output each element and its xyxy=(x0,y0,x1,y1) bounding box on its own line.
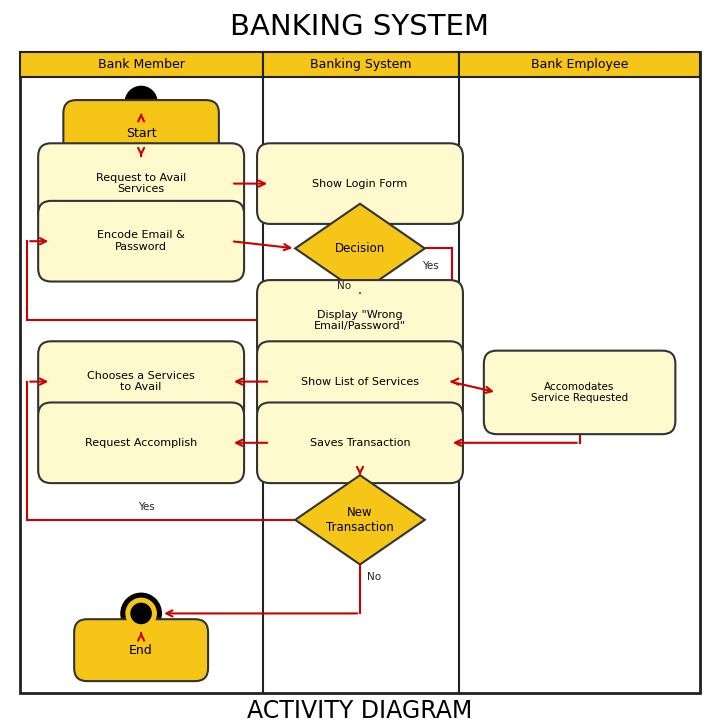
FancyBboxPatch shape xyxy=(20,52,263,77)
Text: Show List of Services: Show List of Services xyxy=(301,377,419,387)
FancyBboxPatch shape xyxy=(38,402,244,483)
Text: Show Login Form: Show Login Form xyxy=(312,179,408,189)
Text: Bank Member: Bank Member xyxy=(98,58,185,71)
FancyBboxPatch shape xyxy=(38,143,244,224)
Polygon shape xyxy=(295,475,425,564)
Text: Yes: Yes xyxy=(422,261,439,271)
Text: Start: Start xyxy=(126,127,156,140)
Text: Chooses a Services
to Avail: Chooses a Services to Avail xyxy=(87,371,195,392)
Text: ACTIVITY DIAGRAM: ACTIVITY DIAGRAM xyxy=(248,698,472,720)
FancyBboxPatch shape xyxy=(484,351,675,434)
Text: End: End xyxy=(130,644,153,657)
FancyBboxPatch shape xyxy=(459,52,700,77)
Text: BANKING SYSTEM: BANKING SYSTEM xyxy=(230,13,490,40)
FancyBboxPatch shape xyxy=(38,201,244,282)
FancyBboxPatch shape xyxy=(20,52,700,693)
Text: New
Transaction: New Transaction xyxy=(326,506,394,534)
Circle shape xyxy=(125,86,157,118)
Text: Request Accomplish: Request Accomplish xyxy=(85,438,197,448)
Text: No: No xyxy=(337,281,351,291)
Text: Decision: Decision xyxy=(335,242,385,255)
Text: Accomodates
Service Requested: Accomodates Service Requested xyxy=(531,382,628,403)
Circle shape xyxy=(131,603,151,624)
Text: Yes: Yes xyxy=(138,502,156,512)
FancyBboxPatch shape xyxy=(263,52,459,77)
Text: Bank Employee: Bank Employee xyxy=(531,58,629,71)
FancyBboxPatch shape xyxy=(63,100,219,166)
FancyBboxPatch shape xyxy=(257,143,463,224)
FancyBboxPatch shape xyxy=(38,341,244,422)
Text: Saves Transaction: Saves Transaction xyxy=(310,438,410,448)
FancyBboxPatch shape xyxy=(74,619,208,681)
Circle shape xyxy=(126,598,156,629)
FancyBboxPatch shape xyxy=(257,341,463,422)
Text: Request to Avail
Services: Request to Avail Services xyxy=(96,173,186,194)
FancyBboxPatch shape xyxy=(257,280,463,361)
Circle shape xyxy=(121,593,161,634)
Text: Banking System: Banking System xyxy=(310,58,412,71)
Polygon shape xyxy=(295,204,425,293)
FancyBboxPatch shape xyxy=(257,402,463,483)
Text: Display "Wrong
Email/Password": Display "Wrong Email/Password" xyxy=(314,310,406,331)
Text: No: No xyxy=(367,572,382,582)
Text: Encode Email &
Password: Encode Email & Password xyxy=(97,230,185,252)
